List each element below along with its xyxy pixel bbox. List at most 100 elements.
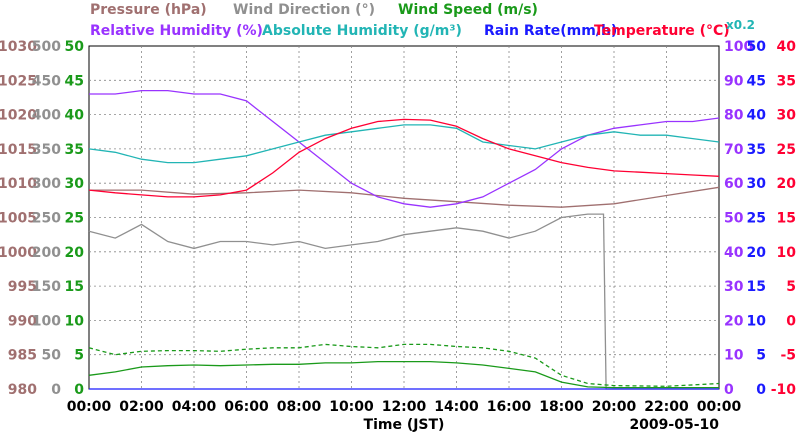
tick-temperature: 5 (786, 279, 796, 295)
tick-pressure: 1020 (0, 108, 37, 124)
tick-wind-speed: 5 (74, 348, 84, 364)
tick-pressure: 1000 (0, 245, 37, 261)
tick-rain-rate: 25 (747, 211, 766, 227)
tick-wind-direction: 400 (32, 108, 61, 124)
tick-pressure: 990 (8, 313, 37, 329)
tick-rain-rate: 0 (756, 382, 766, 398)
tick-pressure: 985 (8, 348, 37, 364)
tick-rain-rate: 40 (747, 108, 767, 124)
tick-rain-rate: 20 (747, 245, 767, 261)
tick-rain-rate: 15 (747, 279, 766, 295)
tick-wind-speed: 30 (65, 176, 85, 192)
tick-wind-speed: 25 (65, 211, 84, 227)
tick-pressure: 1025 (0, 73, 37, 89)
x-tick-label: 16:00 (487, 399, 532, 415)
tick-temperature: 10 (777, 245, 797, 261)
tick-temperature: 0 (786, 313, 796, 329)
tick-wind-speed: 40 (65, 108, 85, 124)
legend-relative-humidity: Relative Humidity (%) (90, 23, 263, 39)
legend-rain-rate: Rain Rate(mm/h) (484, 23, 617, 39)
tick-wind-direction: 300 (32, 176, 61, 192)
x-tick-label: 12:00 (382, 399, 427, 415)
tick-humidity: 60 (724, 176, 744, 192)
tick-wind-speed: 10 (65, 313, 85, 329)
x-tick-label: 20:00 (592, 399, 637, 415)
left-axes: 1030102510201015101010051000995990985980… (0, 39, 84, 398)
tick-humidity: 80 (724, 108, 744, 124)
tick-temperature: 15 (777, 211, 796, 227)
tick-wind-speed: 0 (74, 382, 84, 398)
series-wind-speed-gust (88, 343, 720, 387)
tick-pressure: 1005 (0, 211, 37, 227)
right-axes: 1009080706050403020100504540353025201510… (724, 39, 796, 398)
x-tick-label: 22:00 (644, 399, 689, 415)
tick-rain-rate: 10 (747, 313, 767, 329)
grid (89, 46, 719, 389)
tick-wind-direction: 350 (32, 142, 61, 158)
date-label: 2009-05-10 (629, 417, 719, 433)
tick-wind-direction: 200 (32, 245, 61, 261)
tick-humidity: 70 (724, 142, 744, 158)
tick-wind-direction: 150 (32, 279, 61, 295)
x-tick-label: 08:00 (277, 399, 322, 415)
series-temperature (88, 118, 720, 198)
tick-pressure: 1030 (0, 39, 37, 55)
tick-temperature: 35 (777, 73, 796, 89)
x-tick-label: 00:00 (67, 399, 112, 415)
x-tick-label: 18:00 (539, 399, 584, 415)
series-group (88, 89, 720, 390)
tick-temperature: 20 (777, 176, 797, 192)
tick-humidity: 30 (724, 279, 744, 295)
series-wind-speed-mean (88, 360, 719, 389)
x-tick-label: 04:00 (172, 399, 217, 415)
tick-temperature: -10 (771, 382, 797, 398)
tick-rain-rate: 45 (747, 73, 766, 89)
tick-temperature: 30 (777, 108, 797, 124)
tick-humidity: 0 (724, 382, 734, 398)
tick-humidity: 20 (724, 313, 744, 329)
x-axis: 00:00 02:00 04:00 06:00 08:00 10:00 12:00 14:00… (67, 399, 742, 415)
tick-wind-direction: 450 (32, 73, 61, 89)
tick-temperature: 25 (777, 142, 796, 158)
tick-temperature: 40 (777, 39, 797, 55)
series-relative-humidity (89, 89, 720, 208)
tick-pressure: 980 (8, 382, 37, 398)
x-tick-label: 10:00 (329, 399, 374, 415)
tick-wind-speed: 15 (65, 279, 84, 295)
tick-pressure: 1015 (0, 142, 37, 158)
tick-wind-direction: 50 (42, 348, 62, 364)
tick-rain-rate: 5 (756, 348, 766, 364)
x-tick-label: 06:00 (224, 399, 269, 415)
tick-humidity: 100 (724, 39, 753, 55)
x-axis-label: Time (JST) (364, 417, 445, 433)
legend-absolute-humidity: Absolute Humidity (g/m³) (262, 23, 462, 39)
tick-wind-speed: 50 (65, 39, 85, 55)
series-absolute-humidity (88, 124, 720, 164)
tick-wind-direction: 100 (32, 313, 61, 329)
tick-rain-rate: 50 (747, 39, 767, 55)
tick-rain-rate: 30 (747, 176, 767, 192)
legend-wind-direction: Wind Direction (°) (233, 2, 375, 18)
tick-wind-speed: 35 (65, 142, 84, 158)
x-tick-label: 00:00 (697, 399, 742, 415)
tick-humidity: 90 (724, 73, 744, 89)
tick-humidity: 40 (724, 245, 744, 261)
tick-temperature: -5 (780, 348, 796, 364)
series-wind-direction (88, 213, 719, 390)
tick-pressure: 995 (8, 279, 37, 295)
x-tick-label: 14:00 (434, 399, 479, 415)
tick-rain-rate: 35 (747, 142, 766, 158)
legend-temperature: Temperature (°C) (594, 23, 730, 39)
abs-humidity-scale-note: x0.2 (726, 18, 755, 32)
tick-humidity: 10 (724, 348, 744, 364)
tick-humidity: 50 (724, 211, 744, 227)
tick-pressure: 1010 (0, 176, 37, 192)
tick-wind-speed: 45 (65, 73, 84, 89)
tick-wind-direction: 500 (32, 39, 61, 55)
legend-pressure: Pressure (hPa) (90, 2, 207, 18)
tick-wind-direction: 250 (32, 211, 61, 227)
legend-wind-speed: Wind Speed (m/s) (398, 2, 538, 18)
tick-wind-speed: 20 (65, 245, 85, 261)
series-pressure (89, 186, 720, 208)
